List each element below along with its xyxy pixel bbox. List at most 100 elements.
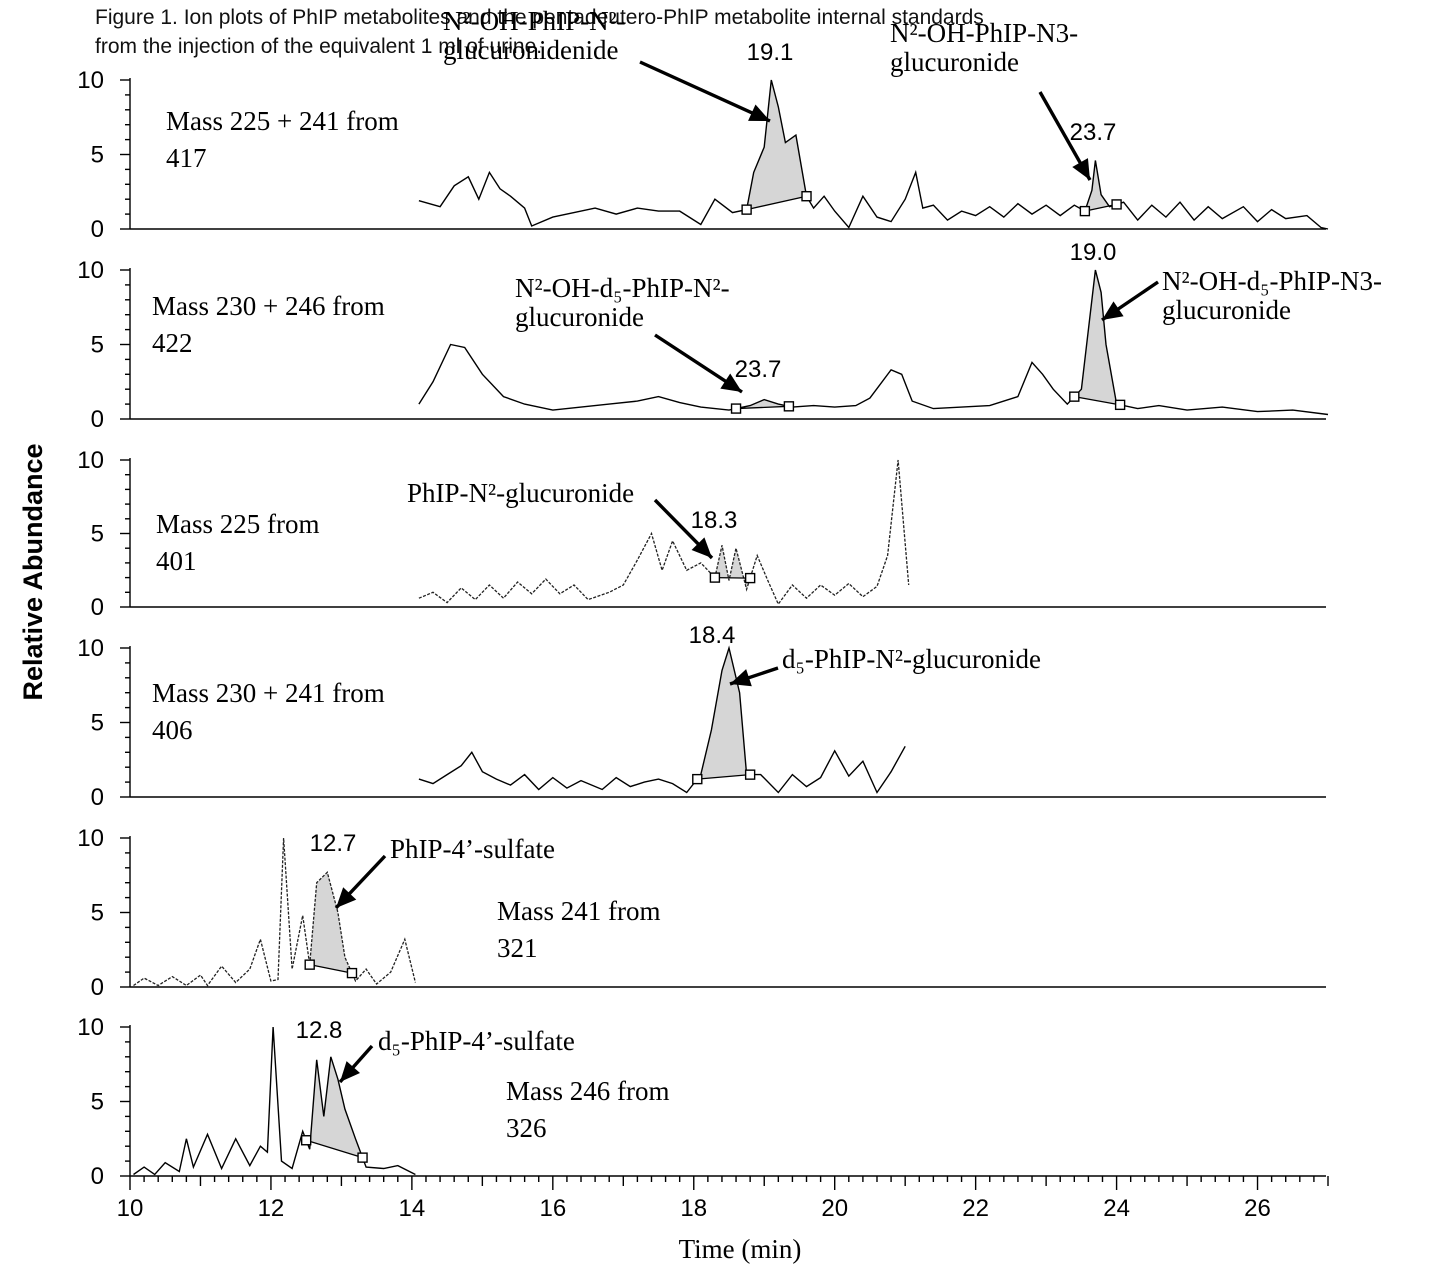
peak-area <box>1074 270 1121 405</box>
peak-area <box>697 648 751 780</box>
x-tick-label: 24 <box>1103 1195 1130 1222</box>
peak-rt-label: 18.4 <box>689 622 736 649</box>
panel-3: 0 5 10 18.3 Mass 225 from 401 PhIP-N²-glucuron… <box>77 447 1326 621</box>
peak-end-marker <box>744 572 756 584</box>
compound-annotation: N²-OH-PhIP-N²- <box>443 6 626 36</box>
y-tick-label: 10 <box>77 635 104 662</box>
y-tick-label: 10 <box>77 825 104 852</box>
peak-area <box>306 1056 363 1158</box>
peak-start-marker <box>1079 205 1091 217</box>
peak-end-marker <box>801 191 812 202</box>
x-tick-label: 22 <box>962 1195 989 1222</box>
arrow-head <box>1072 158 1090 180</box>
peak-end-marker <box>346 967 358 979</box>
panel-5: 0 5 10 12.7 Mass 241 from 321 PhIP-4’-sulfate <box>77 825 1326 1001</box>
peak-start-marker <box>692 773 703 785</box>
ion-trace <box>418 645 906 794</box>
arrow-head <box>720 373 742 392</box>
peak-start-marker <box>730 403 742 414</box>
y-tick-label: 0 <box>91 1163 104 1190</box>
panel-2: 0 5 10 19.0 23.7 Mass 230 + 246 from 422 N²-OH-… <box>77 239 1382 433</box>
x-tick-label: 14 <box>399 1195 426 1222</box>
compound-annotation: glucuronide <box>1162 295 1291 325</box>
peak-baseline <box>746 195 807 211</box>
y-tick-label: 5 <box>91 900 104 927</box>
mass-label: 417 <box>166 143 207 173</box>
compound-annotation: PhIP-N²-glucuronide <box>407 478 634 508</box>
peak-baseline <box>697 774 751 780</box>
mass-label: 326 <box>506 1113 547 1143</box>
compound-annotation: N²-OH-d₅-PhIP-N3- <box>1162 266 1382 296</box>
compound-annotation: N²-OH-d₅-PhIP-N²- <box>515 273 730 303</box>
arrow-head <box>340 1061 361 1082</box>
panel-stack: 0 5 10 19.1 23.7 Mass 225 + 241 from 417 N²-OH-… <box>77 6 1382 1190</box>
mass-label: Mass 246 from <box>506 1076 670 1106</box>
compound-annotation: glucuronidenide <box>443 35 618 65</box>
peak-baseline <box>1084 203 1117 212</box>
peak-area <box>1084 160 1117 212</box>
mass-label: Mass 225 from <box>156 509 320 539</box>
peak-start-marker <box>300 1135 312 1146</box>
compound-annotation: PhIP-4’-sulfate <box>390 834 555 864</box>
panel-1: 0 5 10 19.1 23.7 Mass 225 + 241 from 417 N²-OH-… <box>77 6 1329 243</box>
ion-trace <box>133 1026 416 1176</box>
peak-end-marker <box>1111 199 1122 210</box>
figure-title: Figure 1. Ion plots of PhIP metabolites … <box>95 6 984 58</box>
mass-label: Mass 230 + 241 from <box>152 678 385 708</box>
time-axis: 10 12 14 16 18 20 22 24 26 <box>117 1176 1329 1222</box>
mass-label: Mass 230 + 246 from <box>152 291 385 321</box>
peak-area <box>746 80 807 210</box>
figure-title-line-1: Figure 1. Ion plots of PhIP metabolites … <box>95 6 984 29</box>
y-tick-label: 0 <box>91 406 104 433</box>
x-axis-label: Time (min) <box>679 1234 802 1264</box>
peak-end-marker <box>357 1152 368 1163</box>
compound-annotation: d₅-PhIP-4’-sulfate <box>378 1026 575 1056</box>
arrow-head <box>748 104 770 121</box>
peak-start-marker <box>709 572 721 583</box>
peak-baseline <box>736 405 789 410</box>
y-tick-label: 10 <box>77 447 104 474</box>
y-tick-label: 5 <box>91 1089 104 1116</box>
compound-annotation: N²-OH-PhIP-N3- <box>890 18 1078 48</box>
peak-rt-label: 18.3 <box>691 507 738 534</box>
annotation-arrow <box>639 60 771 123</box>
peak-area <box>309 872 352 974</box>
panel-4: 0 5 10 18.4 Mass 230 + 241 from 406 d₅-PhIP-N²… <box>77 622 1326 811</box>
y-tick-label: 0 <box>91 216 104 243</box>
figure-title-line-2: from the injection of the equivalent 1 m… <box>95 35 542 58</box>
peak-end-marker <box>783 401 795 412</box>
mass-label: 401 <box>156 546 197 576</box>
ion-trace <box>133 837 417 987</box>
y-tick-label: 0 <box>91 784 104 811</box>
mass-label: Mass 241 from <box>497 896 661 926</box>
compound-annotation: glucuronide <box>890 47 1019 77</box>
compound-annotation: d₅-PhIP-N²-glucuronide <box>782 644 1041 674</box>
peak-rt-label: 19.0 <box>1070 239 1117 266</box>
x-tick-label: 12 <box>258 1195 285 1222</box>
x-tick-label: 16 <box>539 1195 566 1222</box>
peak-rt-label: 12.7 <box>310 830 357 857</box>
mass-label: 422 <box>152 328 193 358</box>
peak-start-marker <box>304 959 315 970</box>
y-axis-label: Relative Abundance <box>18 443 48 700</box>
y-tick-label: 5 <box>91 710 104 737</box>
peak-rt-label: 23.7 <box>1070 119 1117 146</box>
y-tick-label: 10 <box>77 67 104 94</box>
x-tick-label: 20 <box>821 1195 848 1222</box>
peak-baseline <box>309 964 353 974</box>
y-tick-label: 5 <box>91 142 104 169</box>
compound-annotation: glucuronide <box>515 302 644 332</box>
peak-start-marker <box>741 204 752 215</box>
peak-end-marker <box>1114 399 1126 411</box>
peak-end-marker <box>744 769 756 780</box>
peak-start-marker <box>1069 391 1080 402</box>
x-tick-label: 10 <box>117 1195 144 1222</box>
y-tick-label: 10 <box>77 1014 104 1041</box>
panel-6: 0 5 10 12.8 Mass 246 from 326 d₅-PhIP-4’-sulfa… <box>77 1014 1326 1190</box>
ion-trace <box>418 459 910 606</box>
y-tick-label: 5 <box>91 521 104 548</box>
arrow-head <box>1102 301 1124 320</box>
arrow-head <box>336 887 357 908</box>
peak-baseline <box>1074 396 1121 406</box>
